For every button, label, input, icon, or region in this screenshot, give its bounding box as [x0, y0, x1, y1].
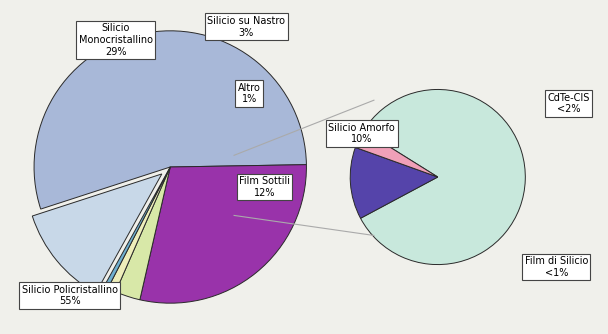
Text: Silicio Policristallino
55%: Silicio Policristallino 55%: [22, 285, 118, 306]
Wedge shape: [350, 147, 438, 218]
Text: Silicio su Nastro
3%: Silicio su Nastro 3%: [207, 16, 285, 37]
Wedge shape: [104, 167, 170, 288]
Wedge shape: [355, 131, 438, 177]
Text: Film di Silicio
<1%: Film di Silicio <1%: [525, 257, 588, 278]
Text: CdTe-CIS
<2%: CdTe-CIS <2%: [547, 93, 590, 114]
Wedge shape: [361, 90, 525, 265]
Text: Altro
1%: Altro 1%: [238, 83, 261, 104]
Wedge shape: [108, 167, 170, 292]
Wedge shape: [116, 167, 170, 300]
Text: Film Sottili
12%: Film Sottili 12%: [239, 176, 290, 198]
Text: Silicio Amorfo
10%: Silicio Amorfo 10%: [328, 123, 395, 144]
Wedge shape: [34, 31, 306, 209]
Wedge shape: [32, 174, 162, 293]
Wedge shape: [140, 165, 306, 303]
Text: Silicio
Monocristallino
29%: Silicio Monocristallino 29%: [78, 23, 153, 57]
